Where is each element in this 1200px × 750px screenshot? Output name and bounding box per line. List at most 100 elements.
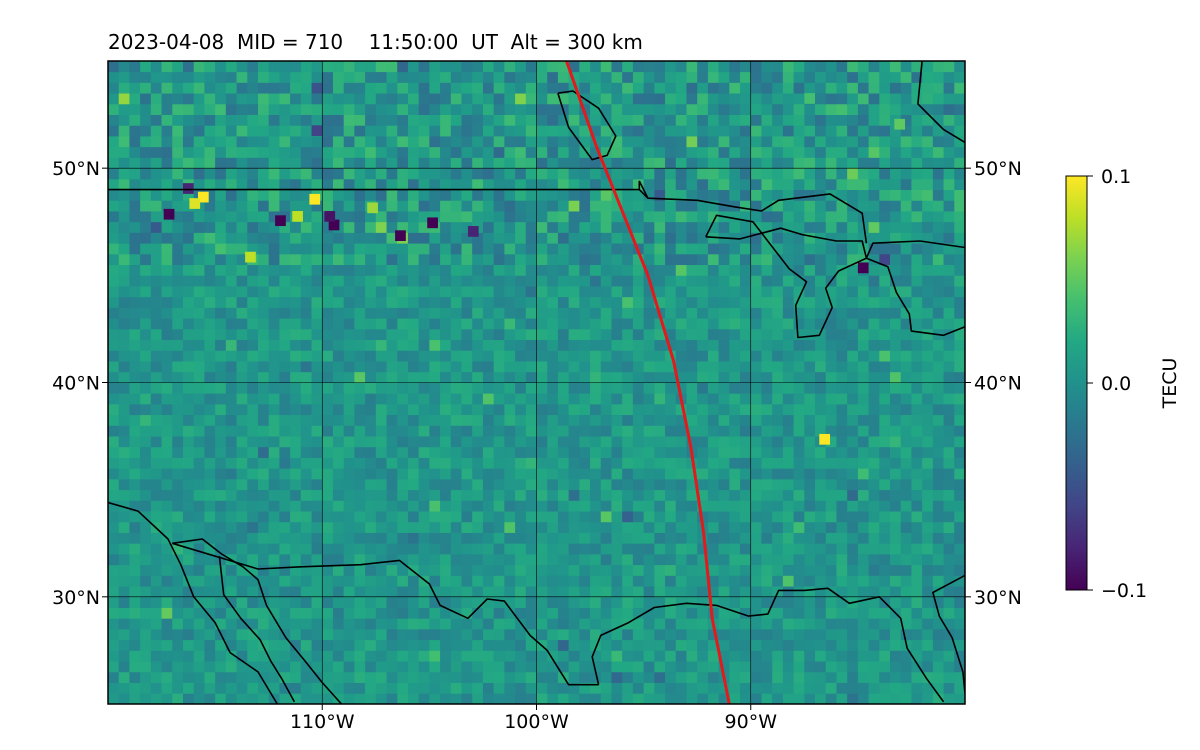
heatmap-cell [590,200,602,212]
heatmap-cell [482,489,495,501]
heatmap-cell [890,661,902,673]
heatmap-cell [140,393,152,405]
heatmap-cell [804,307,816,319]
heatmap-cell [215,511,227,523]
heatmap-cell [257,157,270,169]
heatmap-cell [257,307,270,319]
heatmap-cell [375,71,387,83]
heatmap-cell [675,511,687,523]
heatmap-cell [193,575,205,587]
heatmap-cell [300,125,312,137]
heatmap-cell [686,382,698,394]
heatmap-cell [922,521,934,533]
heatmap-cell [118,382,130,394]
heatmap-cell [332,243,345,255]
heatmap-cell [418,393,430,405]
heatmap-cell [407,307,420,319]
heatmap-cell [836,114,848,126]
heatmap-cell [504,178,516,190]
heatmap-cell [557,650,570,662]
heatmap-cell [300,136,312,148]
heatmap-cell [482,393,495,405]
heatmap-cell [547,307,559,319]
heatmap-cell [547,511,559,523]
anomaly-cell [309,193,321,205]
heatmap-cell [622,446,634,458]
heatmap-cell [386,168,398,180]
heatmap-cell [150,468,162,480]
heatmap-cell [450,328,462,341]
heatmap-cell [150,446,162,458]
heatmap-cell [547,178,559,190]
heatmap-cell [182,436,195,448]
heatmap-cell [675,586,687,598]
heatmap-cell [193,296,205,308]
heatmap-cell [247,607,259,619]
heatmap-cell [108,446,120,458]
heatmap-cell [118,61,130,73]
heatmap-cell [300,575,312,587]
heatmap-cell [108,639,120,651]
heatmap-cell [847,93,859,105]
heatmap-cell [536,500,548,512]
heatmap-cell [761,61,773,73]
heatmap-cell [150,436,162,448]
heatmap-cell [354,489,366,501]
heatmap-cell [332,61,345,73]
heatmap-cell [718,489,730,501]
heatmap-cell [557,382,570,394]
heatmap-cell [675,71,687,83]
heatmap-cell [268,361,280,373]
heatmap-cell [300,211,312,223]
heatmap-cell [204,232,216,244]
heatmap-cell [172,339,184,351]
heatmap-cell [847,414,859,426]
heatmap-cell [140,339,152,351]
heatmap-cell [654,671,666,683]
heatmap-cell [815,393,827,405]
heatmap-cell [782,446,794,458]
heatmap-cell [536,478,548,491]
heatmap-cell [825,61,837,73]
heatmap-cell [697,318,709,330]
heatmap-cell [429,382,441,394]
heatmap-cell [397,628,409,641]
heatmap-cell [579,71,591,83]
heatmap-cell [515,693,527,704]
heatmap-cell [857,275,869,287]
heatmap-cell [129,468,141,480]
heatmap-cell [386,146,398,158]
heatmap-cell [718,103,730,115]
heatmap-cell [782,575,794,587]
heatmap-cell [579,596,591,608]
heatmap-cell [193,532,205,544]
heatmap-cell [150,318,162,330]
heatmap-cell [215,136,227,148]
heatmap-cell [665,564,677,576]
heatmap-cell [343,414,355,426]
heatmap-cell [793,232,805,244]
heatmap-cell [943,596,955,608]
heatmap-cell [900,82,912,94]
heatmap-cell [568,553,580,566]
heatmap-cell [215,350,227,362]
heatmap-cell [429,318,441,330]
heatmap-cell [665,93,677,105]
heatmap-cell [493,425,505,437]
heatmap-cell [354,125,366,137]
heatmap-cell [890,71,902,83]
heatmap-cell [600,221,612,233]
heatmap-cell [332,575,345,587]
heatmap-cell [515,114,527,126]
heatmap-cell [172,457,184,469]
heatmap-cell [418,328,430,341]
heatmap-cell [290,478,302,491]
colorbar-ticks: 0.10.0−0.1 [1087,166,1147,602]
heatmap-cell [654,628,666,641]
heatmap-cell [568,350,580,362]
heatmap-cell [879,93,891,105]
heatmap-cell [568,178,580,190]
heatmap-cell [922,221,934,233]
heatmap-cell [129,168,141,180]
heatmap-cell [740,607,752,619]
